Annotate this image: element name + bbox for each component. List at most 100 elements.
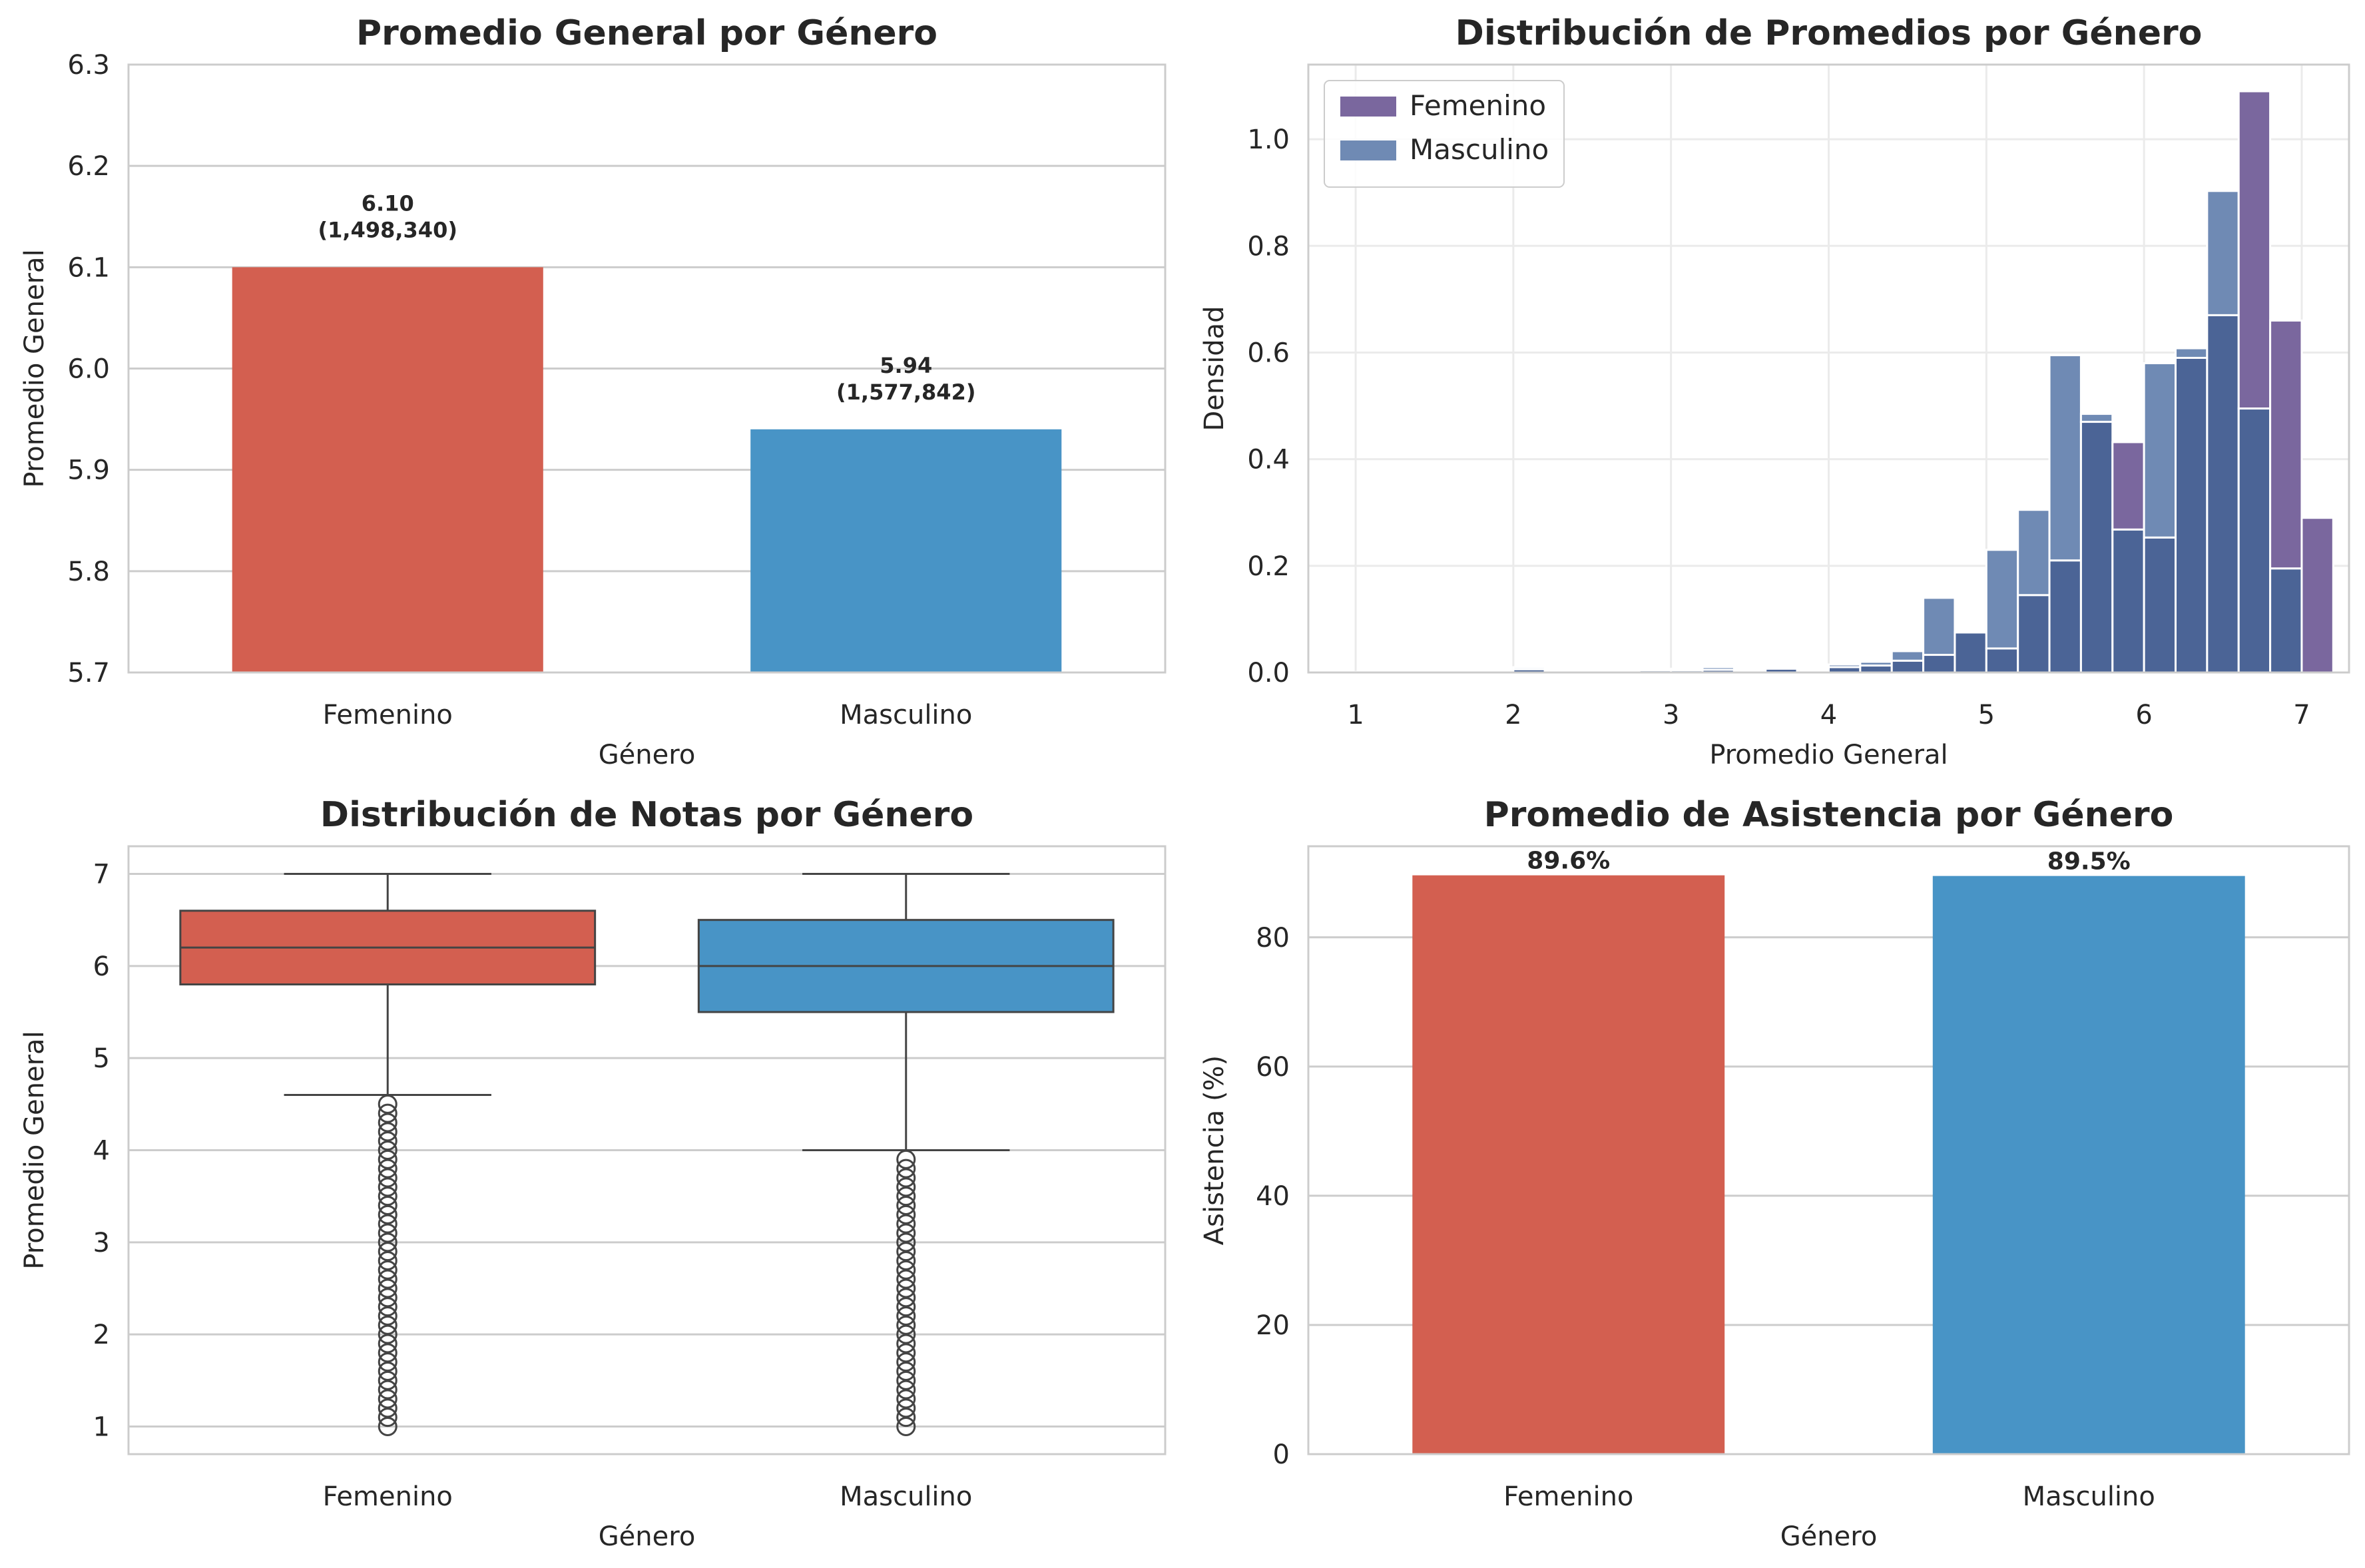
box-outlier-masculino	[896, 1315, 916, 1335]
box-outlier-masculino	[896, 1223, 916, 1243]
box-outlier-femenino	[378, 1362, 397, 1381]
bar-value-label: 6.10	[362, 190, 414, 216]
box-outlier-masculino	[896, 1269, 916, 1289]
box-outlier-femenino	[378, 1398, 397, 1418]
x-tick-label: 2	[1505, 700, 1521, 730]
hist-bar-masculino	[2048, 354, 2082, 562]
y-tick-label: 4	[93, 1136, 110, 1167]
hist-bar-masculino	[2206, 190, 2240, 316]
box-outlier-masculino	[896, 1260, 916, 1280]
bar-count-label: (1,577,842)	[836, 380, 975, 405]
hist-bar-overlap	[1985, 647, 2019, 674]
y-tick-label: 0.4	[1247, 445, 1290, 475]
box-outlier-masculino	[896, 1214, 916, 1234]
box-outlier-femenino	[378, 1196, 397, 1215]
legend-swatch-femenino	[1340, 97, 1396, 117]
legend-label: Masculino	[1410, 133, 1549, 166]
box-outlier-femenino	[378, 1149, 397, 1169]
chart-title: Promedio General por Género	[356, 13, 937, 53]
box-outlier-masculino	[896, 1352, 916, 1372]
y-tick-label: 60	[1256, 1052, 1290, 1083]
box-outlier-femenino	[378, 1223, 397, 1243]
bar-value-label: 5.94	[880, 353, 932, 378]
box-outlier-femenino	[378, 1278, 397, 1298]
box-outlier-masculino	[896, 1343, 916, 1363]
chart-panel-asistencia: 0 20 40 60 80 89.6% 89.5% Femenino Masculino Prom…	[1199, 795, 2350, 1552]
hist-bar-overlap	[2237, 407, 2272, 674]
bar-femenino	[1412, 875, 1725, 1454]
bar-masculino	[1932, 876, 2245, 1454]
hist-bar-overlap	[1890, 659, 1925, 674]
y-tick-label: 7	[93, 860, 110, 890]
box-outlier-masculino	[896, 1242, 916, 1262]
box-outlier-masculino	[896, 1398, 916, 1418]
box-outlier-femenino	[378, 1370, 397, 1390]
x-tick-label: 5	[1978, 700, 1995, 730]
hist-bar-femenino	[2300, 517, 2334, 674]
x-tick-label: Femenino	[323, 700, 453, 730]
y-tick-label: 0.2	[1247, 551, 1290, 582]
bar-value-label: 89.5%	[2047, 848, 2131, 876]
box-outlier-femenino	[378, 1288, 397, 1308]
plot-frame	[127, 845, 1167, 1455]
box-outlier-masculino	[896, 1380, 916, 1400]
x-tick-label: Masculino	[840, 1481, 972, 1512]
bar-value-label: 89.6%	[1527, 848, 1610, 875]
x-tick-label: 3	[1663, 700, 1679, 730]
y-tick-label: 6.0	[67, 354, 110, 385]
legend: Femenino Masculino	[1324, 80, 1565, 188]
box-outlier-femenino	[378, 1343, 397, 1363]
x-axis-label: Promedio General	[1709, 740, 1948, 770]
box-outlier-femenino	[378, 1242, 397, 1262]
box-outlier-masculino	[896, 1186, 916, 1206]
chart-title: Distribución de Notas por Género	[320, 795, 973, 835]
box-outlier-femenino	[378, 1408, 397, 1428]
y-tick-label: 40	[1256, 1181, 1290, 1212]
box-outlier-masculino	[896, 1408, 916, 1428]
hist-bar-overlap	[2143, 536, 2177, 674]
hist-bar-overlap	[2206, 314, 2240, 674]
hist-bar-overlap	[2175, 356, 2209, 674]
y-axis-label: Promedio General	[19, 249, 50, 487]
hist-bar-masculino	[1890, 650, 1925, 662]
box-outlier-masculino	[896, 1370, 916, 1390]
plot-frame	[127, 63, 1167, 674]
bar-masculino	[750, 429, 1062, 672]
box-outlier-masculino	[896, 1306, 916, 1326]
hist-bar-overlap	[2017, 594, 2051, 674]
box-outlier-masculino	[896, 1389, 916, 1409]
hist-bar-masculino	[2143, 362, 2177, 539]
y-tick-label: 6.2	[67, 151, 110, 182]
box-outlier-masculino	[896, 1297, 916, 1317]
box-outlier-femenino	[378, 1122, 397, 1142]
y-tick-label: 0.6	[1247, 338, 1290, 368]
box-outlier-masculino	[896, 1177, 916, 1197]
box-outlier-femenino	[378, 1417, 397, 1436]
y-tick-label: 6.1	[67, 252, 110, 283]
chart-panel-promedio-general: 5.7 5.8 5.9 6.0 6.1 6.2 6.3 6.10(1,498,340) 5.94…	[19, 13, 1167, 770]
y-tick-label: 2	[93, 1320, 110, 1350]
box-outlier-femenino	[378, 1269, 397, 1289]
box-outlier-femenino	[378, 1141, 397, 1160]
y-tick-label: 20	[1256, 1310, 1290, 1341]
bar-femenino	[232, 267, 543, 672]
bar-count-label: (1,498,340)	[318, 217, 457, 242]
box-outlier-masculino	[896, 1251, 916, 1270]
x-tick-label: 7	[2293, 700, 2310, 730]
hist-bar-femenino	[2269, 319, 2303, 570]
hist-bar-overlap	[2079, 421, 2114, 674]
x-axis-label: Género	[599, 1521, 696, 1552]
hist-bar-overlap	[2048, 559, 2082, 674]
chart-title: Distribución de Promedios por Género	[1455, 13, 2203, 53]
y-axis-label: Asistencia (%)	[1199, 1055, 1230, 1245]
y-tick-label: 6.3	[67, 50, 110, 81]
hist-bar-masculino	[2017, 509, 2051, 597]
y-tick-label: 0	[1273, 1439, 1290, 1470]
box-outlier-masculino	[896, 1362, 916, 1381]
box-outlier-femenino	[378, 1260, 397, 1280]
y-tick-label: 5.8	[67, 557, 110, 587]
box-outlier-masculino	[896, 1168, 916, 1188]
box-outlier-femenino	[378, 1131, 397, 1151]
plot-frame	[1307, 63, 2350, 674]
